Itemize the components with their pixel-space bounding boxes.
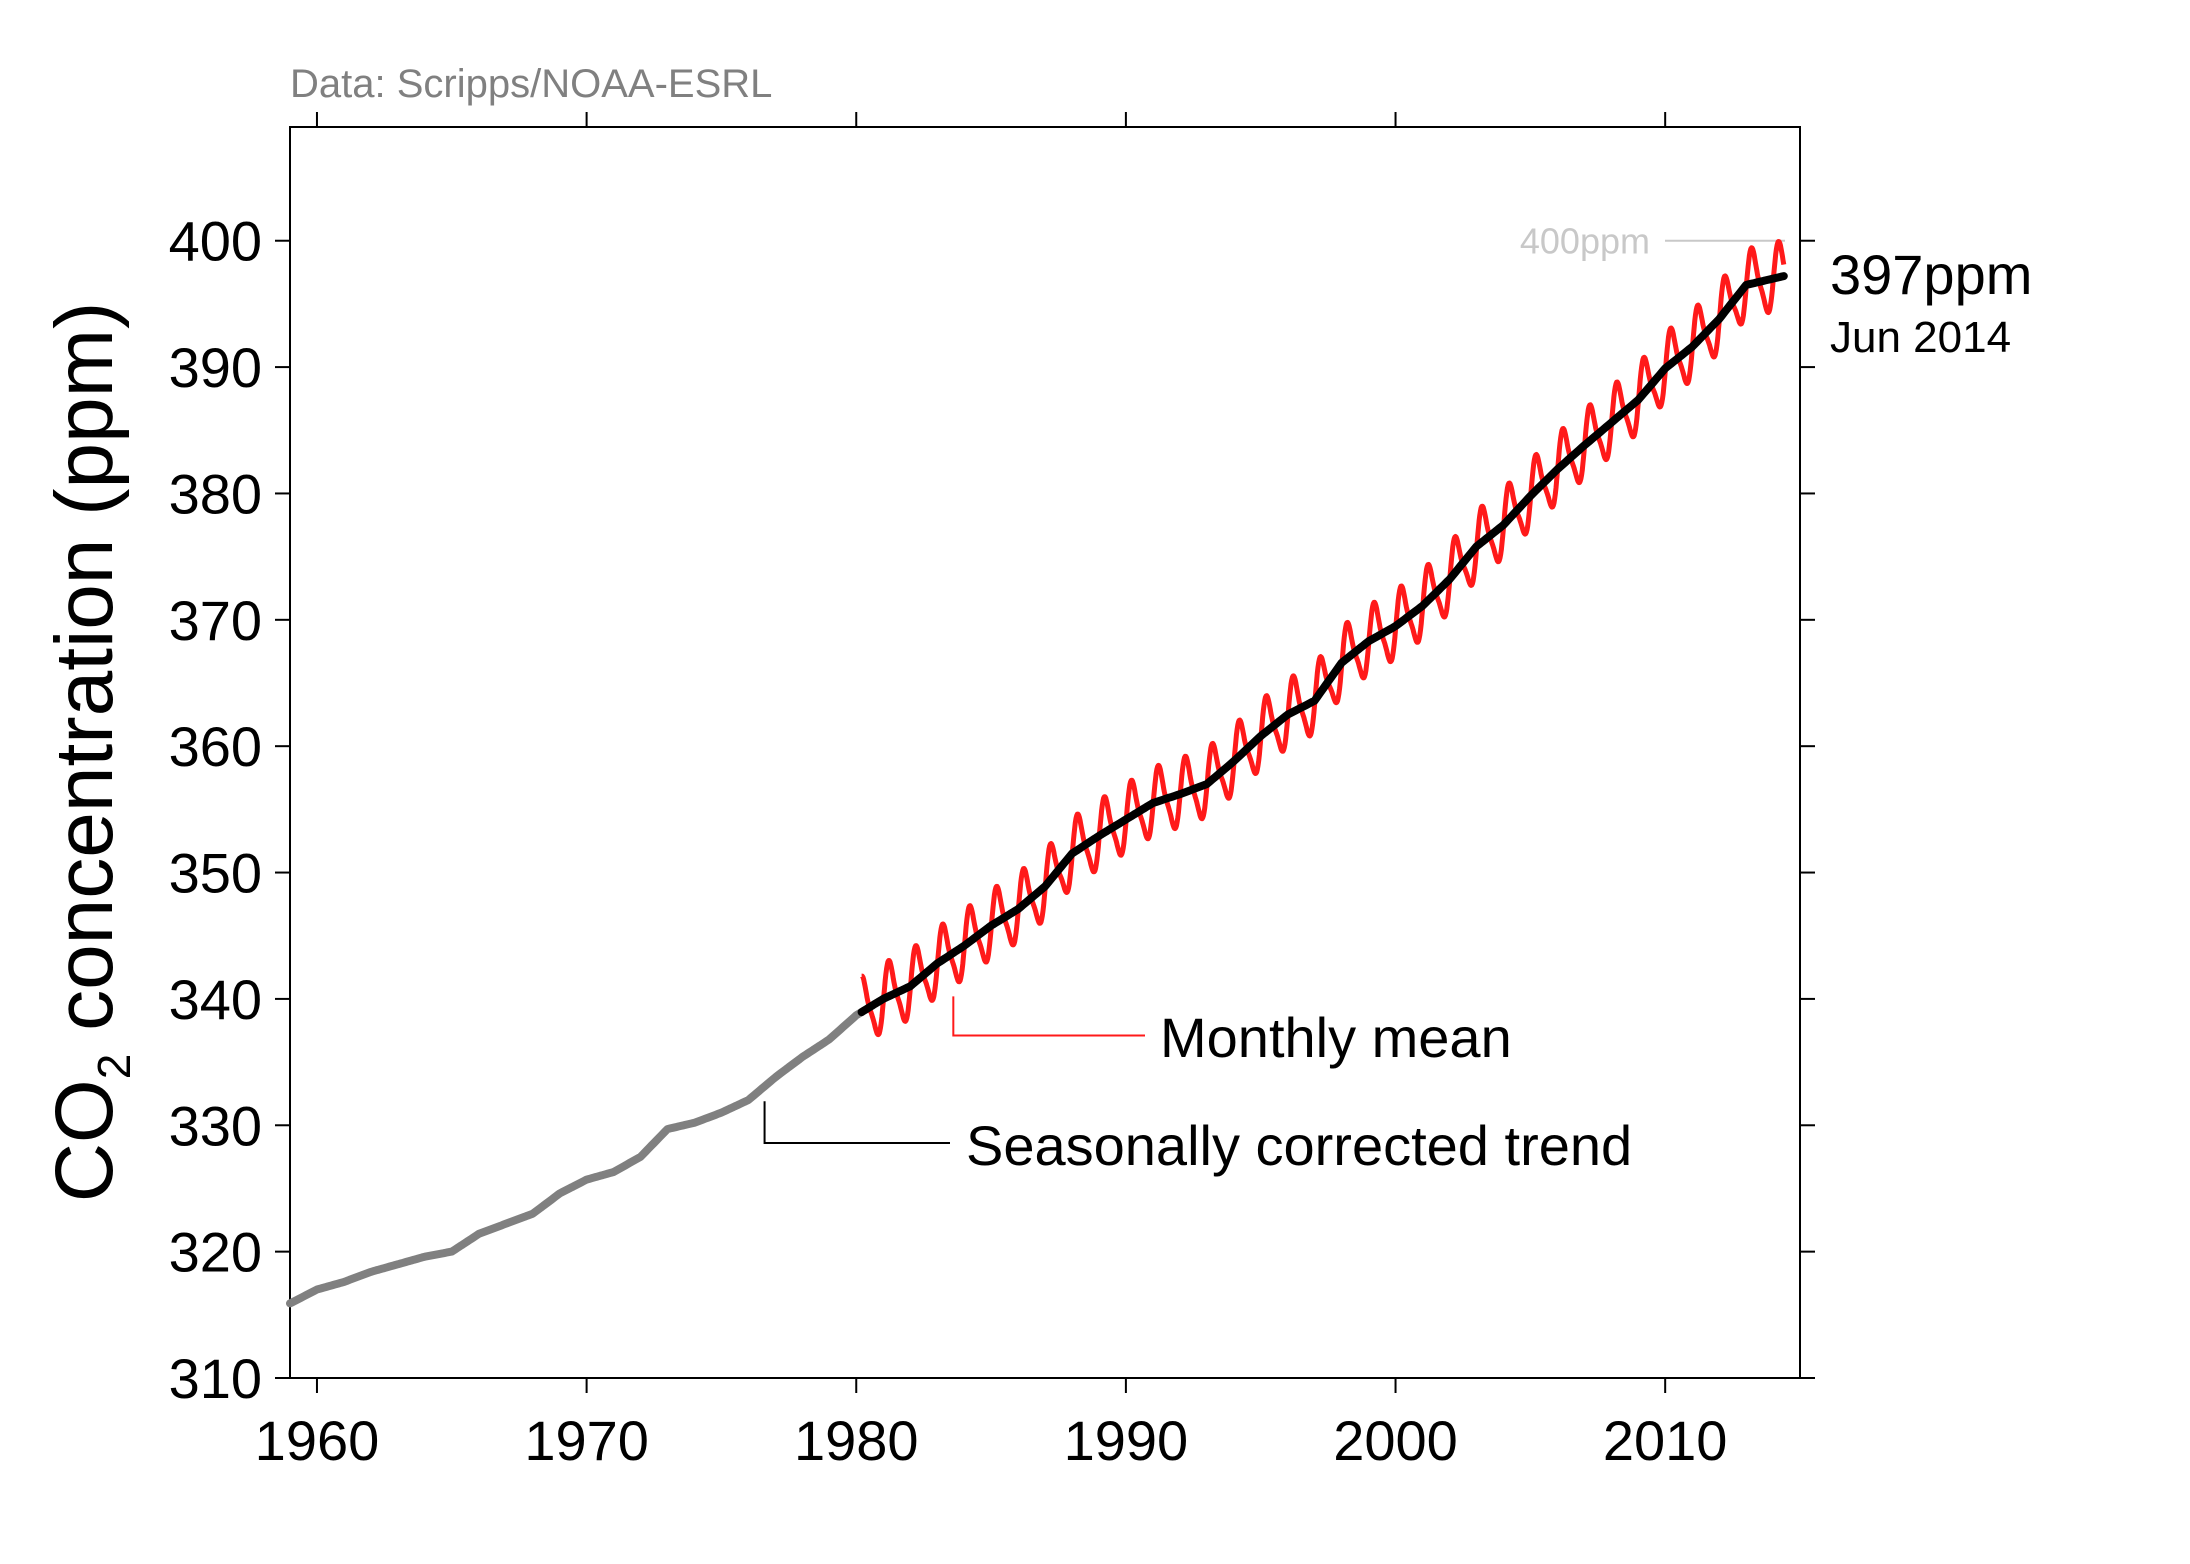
y-tick-label-320: 320 bbox=[169, 1221, 262, 1284]
x-tick-label-1990: 1990 bbox=[1064, 1409, 1189, 1472]
y-axis-label-rest: concentration (ppm) bbox=[39, 302, 130, 1054]
plot-frame bbox=[289, 126, 1801, 1379]
reference-line-group: 400ppm bbox=[1520, 221, 1785, 262]
source-label: Data: Scripps/NOAA-ESRL bbox=[290, 62, 772, 106]
y-tick-label-340: 340 bbox=[169, 968, 262, 1031]
series-trend-early bbox=[286, 1008, 866, 1308]
reference-label: 400ppm bbox=[1520, 221, 1650, 262]
series-trend bbox=[857, 272, 1788, 1017]
monthly-mean-label: Monthly mean bbox=[1160, 1006, 1512, 1069]
plot-area: 1960 1970 1980 1990 2000 2010 310 320 330 340 350… bbox=[169, 112, 1815, 1472]
x-ticks: 1960 1970 1980 1990 2000 2010 bbox=[255, 112, 1728, 1472]
y-tick-label-380: 380 bbox=[169, 462, 262, 525]
x-tick-label-1970: 1970 bbox=[524, 1409, 649, 1472]
y-tick-label-390: 390 bbox=[169, 336, 262, 399]
x-tick-label-2010: 2010 bbox=[1603, 1409, 1728, 1472]
latest-value-label: 397ppm bbox=[1830, 243, 2032, 306]
annotations: Monthly mean Seasonally corrected trend bbox=[763, 996, 1632, 1177]
y-ticks: 310 320 330 340 350 360 370 380 390 400 bbox=[169, 210, 1815, 1410]
y-tick-label-360: 360 bbox=[169, 715, 262, 778]
latest-date-label: Jun 2014 bbox=[1830, 313, 2011, 362]
x-tick-label-1960: 1960 bbox=[255, 1409, 380, 1472]
x-tick-label-1980: 1980 bbox=[794, 1409, 919, 1472]
y-tick-label-400: 400 bbox=[169, 210, 262, 273]
y-tick-label-350: 350 bbox=[169, 842, 262, 905]
monthly-mean-leader bbox=[952, 996, 1145, 1037]
y-axis-label-co: CO bbox=[39, 1079, 130, 1202]
y-tick-label-330: 330 bbox=[169, 1094, 262, 1157]
x-tick-label-2000: 2000 bbox=[1333, 1409, 1458, 1472]
series-monthly-mean bbox=[859, 239, 1787, 1038]
trend-label: Seasonally corrected trend bbox=[966, 1114, 1632, 1177]
trend-leader bbox=[763, 1101, 950, 1144]
y-axis-label-subscript: 2 bbox=[88, 1054, 140, 1080]
y-tick-label-370: 370 bbox=[169, 589, 262, 652]
series-lines bbox=[286, 239, 1788, 1308]
y-axis-label: CO2 concentration (ppm) bbox=[39, 302, 140, 1203]
y-tick-label-310: 310 bbox=[169, 1347, 262, 1410]
